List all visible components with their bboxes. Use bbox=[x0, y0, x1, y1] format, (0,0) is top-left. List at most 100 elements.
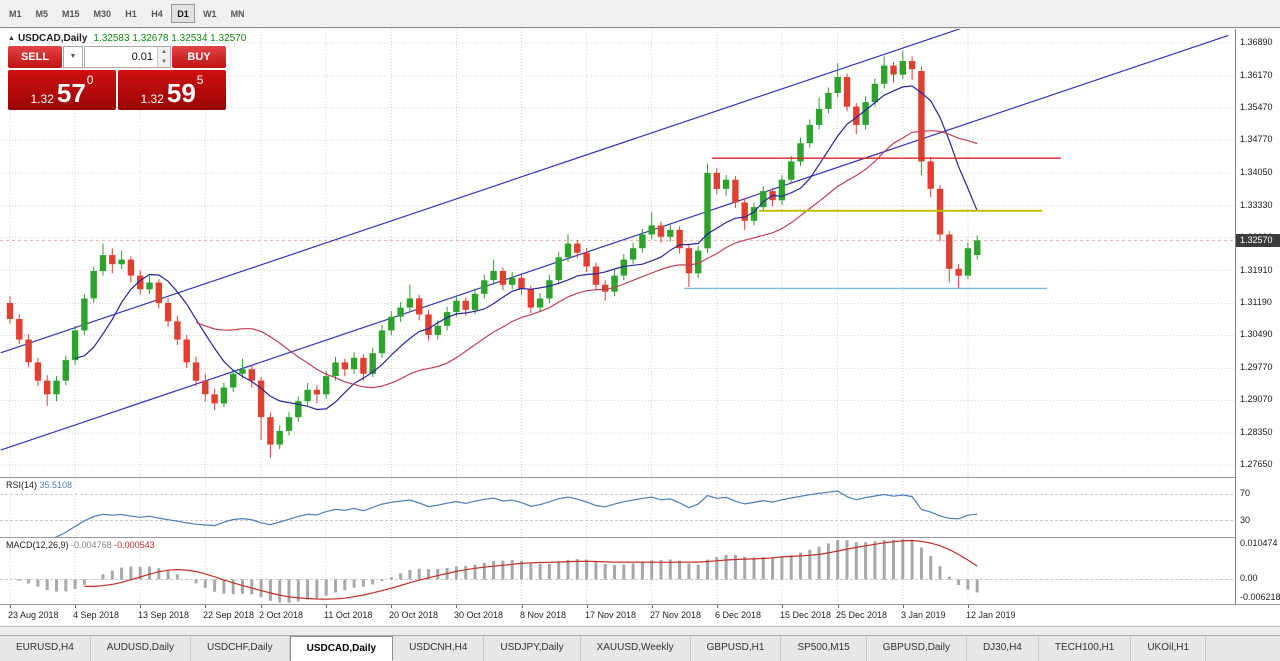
price-axis-label: 1.36890 bbox=[1240, 37, 1273, 47]
macd-axis-label: 0.010474 bbox=[1240, 538, 1278, 548]
macd-axis-label: -0.006218 bbox=[1240, 592, 1280, 602]
panel-divider[interactable] bbox=[0, 537, 1280, 538]
timeframe-H4[interactable]: H4 bbox=[151, 9, 163, 19]
rsi-value: 35.5108 bbox=[39, 480, 73, 490]
chart-tab-USDCAD-Daily[interactable]: USDCAD,Daily bbox=[289, 636, 394, 661]
chart-tab-EURUSD-H4[interactable]: EURUSD,H4 bbox=[0, 636, 91, 661]
rsi-axis-label: 30 bbox=[1240, 515, 1251, 525]
price-axis-label: 1.33330 bbox=[1240, 200, 1273, 210]
chart-tab-UKOil-H1[interactable]: UKOil,H1 bbox=[1131, 636, 1207, 661]
date-tick bbox=[75, 605, 76, 608]
price-axis-label: 1.28350 bbox=[1240, 427, 1273, 437]
date-axis-label: 22 Sep 2018 bbox=[203, 610, 255, 620]
chart-tab-XAUUSD-Weekly[interactable]: XAUUSD,Weekly bbox=[581, 636, 691, 661]
date-axis-label: 17 Nov 2018 bbox=[585, 610, 637, 620]
macd-signal-value: -0.000543 bbox=[114, 540, 155, 550]
chart-tab-USDCNH-H4[interactable]: USDCNH,H4 bbox=[393, 636, 485, 661]
date-axis-label: 12 Jan 2019 bbox=[966, 610, 1016, 620]
panel-divider[interactable] bbox=[0, 477, 1280, 478]
date-tick bbox=[838, 605, 839, 608]
date-axis-label: 27 Nov 2018 bbox=[650, 610, 702, 620]
macd-axis-label: 0.00 bbox=[1240, 573, 1258, 583]
timeframe-MN[interactable]: MN bbox=[230, 9, 245, 19]
current-price-tag: 1.32570 bbox=[1236, 234, 1280, 247]
timeframe-M30[interactable]: M30 bbox=[93, 9, 112, 19]
lot-dropdown-button[interactable]: ▼ bbox=[63, 46, 83, 68]
volume-up-button[interactable]: ▲ bbox=[157, 47, 170, 57]
sell-button[interactable]: SELL bbox=[8, 46, 62, 68]
date-tick bbox=[522, 605, 523, 608]
chart-tab-bar: EURUSD,H4 AUDUSD,Daily USDCHF,Daily USDCAD,… bbox=[0, 635, 1280, 661]
date-tick bbox=[140, 605, 141, 608]
date-axis-label: 3 Jan 2019 bbox=[901, 610, 946, 620]
date-axis-label: 6 Dec 2018 bbox=[715, 610, 762, 620]
timeframe-M15[interactable]: M15 bbox=[62, 9, 80, 19]
buy-button[interactable]: BUY bbox=[172, 46, 226, 68]
price-axis-label: 1.34050 bbox=[1240, 167, 1273, 177]
price-axis-label: 1.31190 bbox=[1240, 297, 1272, 307]
volume-input[interactable]: 0.01 ▲ ▼ bbox=[84, 46, 171, 68]
date-tick bbox=[10, 605, 11, 608]
chart-tab-USDCHF-Daily[interactable]: USDCHF,Daily bbox=[191, 636, 290, 661]
one-click-trading-widget: SELL ▼ 0.01 ▲ ▼ BUY 1.32 57 0 1.32 59 5 bbox=[8, 46, 226, 110]
rsi-axis-label: 70 bbox=[1240, 488, 1251, 498]
date-axis-label: 4 Sep 2018 bbox=[73, 610, 120, 620]
rsi-indicator-canvas[interactable] bbox=[0, 478, 1235, 537]
buy-price-mid: 59 bbox=[166, 78, 196, 108]
price-axis-label: 1.29770 bbox=[1240, 362, 1273, 372]
chart-tab-SP500-M15[interactable]: SP500,M15 bbox=[781, 636, 867, 661]
chart-ohlc-title: ▲ USDCAD,Daily 1.32583 1.32678 1.32534 1.3… bbox=[8, 33, 246, 44]
date-axis-label: 30 Oct 2018 bbox=[454, 610, 504, 620]
chart-icon: ▲ bbox=[8, 35, 15, 42]
timeframe-D1[interactable]: D1 bbox=[171, 4, 196, 23]
timeframe-M5[interactable]: M5 bbox=[35, 9, 49, 19]
chart-ohlc-values: 1.32583 1.32678 1.32534 1.32570 bbox=[93, 33, 247, 44]
rsi-label: RSI(14) 35.5108 bbox=[6, 480, 72, 490]
rsi-name: RSI(14) bbox=[6, 480, 38, 490]
buy-price-display[interactable]: 1.32 59 5 bbox=[118, 70, 226, 110]
date-axis-label: 25 Dec 2018 bbox=[836, 610, 888, 620]
date-axis[interactable]: 23 Aug 2018 4 Sep 2018 13 Sep 2018 22 Sep 2… bbox=[0, 605, 1280, 625]
spread-indicator bbox=[116, 70, 118, 77]
date-axis-label: 23 Aug 2018 bbox=[8, 610, 59, 620]
price-chart-canvas[interactable] bbox=[0, 29, 1235, 477]
volume-value[interactable]: 0.01 bbox=[131, 51, 153, 63]
macd-name: MACD(12,26,9) bbox=[6, 540, 69, 550]
macd-indicator-canvas[interactable] bbox=[0, 538, 1235, 604]
price-axis-label: 1.29070 bbox=[1240, 394, 1273, 404]
sell-price-big: 1.32 bbox=[30, 92, 54, 106]
price-axis-label: 1.30490 bbox=[1240, 329, 1273, 339]
date-tick bbox=[326, 605, 327, 608]
date-axis-label: 2 Oct 2018 bbox=[259, 610, 304, 620]
date-axis-label: 11 Oct 2018 bbox=[324, 610, 373, 620]
timeframe-H1[interactable]: H1 bbox=[125, 9, 137, 19]
price-axis[interactable]: 1.36890 1.36170 1.35470 1.34770 1.34050 1.333… bbox=[1235, 29, 1280, 604]
sell-price-sup: 0 bbox=[86, 73, 94, 87]
date-tick bbox=[717, 605, 718, 608]
chart-tab-DJ30-H4[interactable]: DJ30,H4 bbox=[967, 636, 1039, 661]
chart-tab-AUDUSD-Daily[interactable]: AUDUSD,Daily bbox=[91, 636, 192, 661]
date-tick bbox=[456, 605, 457, 608]
chart-tab-GBPUSD-Daily[interactable]: GBPUSD,Daily bbox=[867, 636, 967, 661]
volume-down-button[interactable]: ▼ bbox=[157, 57, 170, 67]
buy-price-sup: 5 bbox=[196, 73, 204, 87]
volume-stepper: ▲ ▼ bbox=[157, 47, 170, 67]
date-tick bbox=[587, 605, 588, 608]
timeframe-toolbar: M1 M5 M15 M30 H1 H4 D1 W1 MN bbox=[0, 0, 1280, 28]
price-axis-label: 1.35470 bbox=[1240, 102, 1273, 112]
timeframe-M1[interactable]: M1 bbox=[9, 9, 22, 19]
chart-tab-TECH100-H1[interactable]: TECH100,H1 bbox=[1039, 636, 1132, 661]
date-axis-label: 20 Oct 2018 bbox=[389, 610, 439, 620]
date-tick bbox=[903, 605, 904, 608]
date-axis-label: 13 Sep 2018 bbox=[138, 610, 190, 620]
chart-tab-GBPUSD-H1[interactable]: GBPUSD,H1 bbox=[691, 636, 782, 661]
price-axis-label: 1.31910 bbox=[1240, 265, 1273, 275]
sell-price-display[interactable]: 1.32 57 0 bbox=[8, 70, 116, 110]
chart-tab-USDJPY-Daily[interactable]: USDJPY,Daily bbox=[484, 636, 581, 661]
horizontal-scrollbar[interactable] bbox=[0, 626, 1280, 635]
timeframe-W1[interactable]: W1 bbox=[203, 9, 217, 19]
price-axis-label: 1.36170 bbox=[1240, 70, 1273, 80]
chevron-down-icon: ▼ bbox=[69, 53, 77, 60]
chart-symbol-label: USDCAD,Daily bbox=[17, 33, 88, 44]
